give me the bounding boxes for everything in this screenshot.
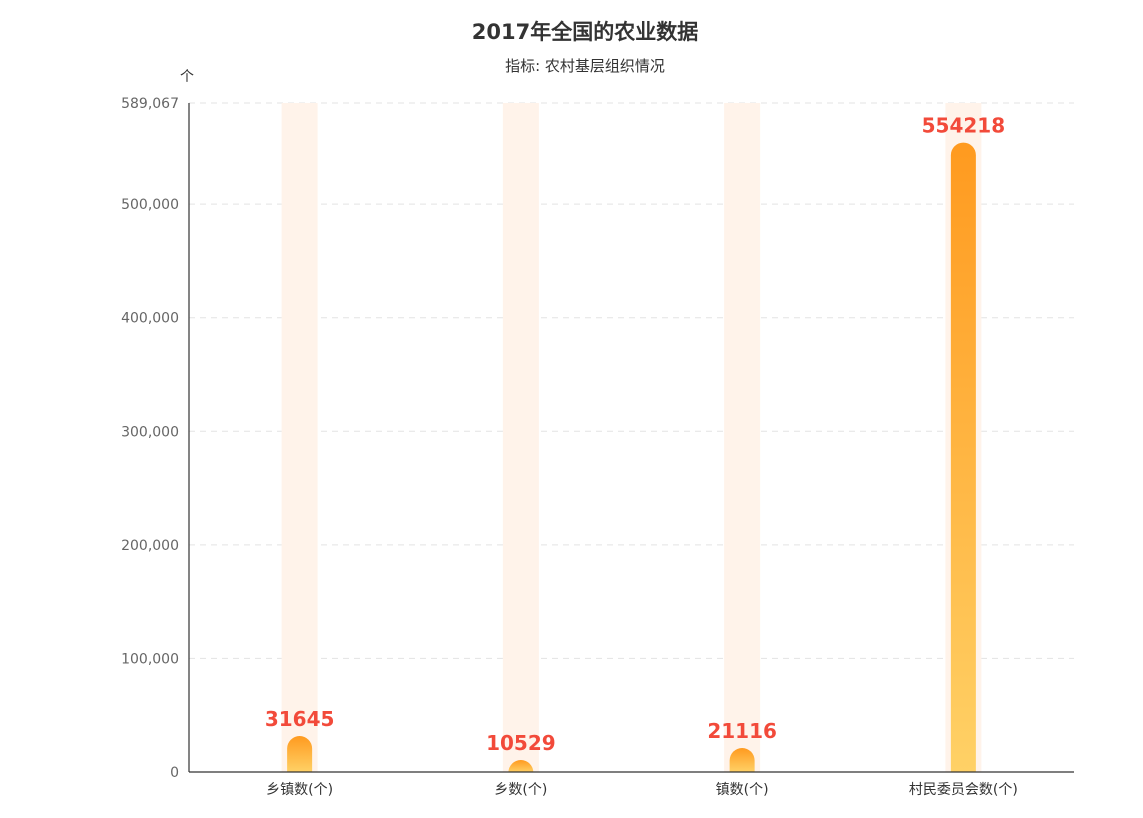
chart-title: 2017年全国的农业数据 bbox=[472, 20, 698, 44]
bar[interactable] bbox=[287, 736, 313, 772]
chart-subtitle: 指标: 农村基层组织情况 bbox=[505, 57, 665, 75]
bar-track bbox=[281, 103, 318, 772]
bar[interactable] bbox=[508, 760, 534, 773]
y-axis-ticks: 0 100,000 200,000 300,000 400,000 500,000 589,… bbox=[121, 96, 179, 781]
x-tick-label: 村民委员会数(个) bbox=[909, 782, 1018, 798]
bar-track bbox=[502, 103, 539, 772]
bars bbox=[287, 142, 976, 773]
bar-tracks bbox=[281, 103, 982, 772]
bar[interactable] bbox=[729, 748, 755, 772]
y-tick-label: 200,000 bbox=[121, 538, 179, 554]
x-tick-label: 乡镇数(个) bbox=[266, 782, 333, 798]
x-tick-label: 镇数(个) bbox=[716, 782, 769, 798]
x-tick-label: 乡数(个) bbox=[494, 782, 547, 798]
bar-value-label: 21116 bbox=[707, 719, 777, 743]
y-tick-label: 100,000 bbox=[121, 651, 179, 667]
bar-value-label: 554218 bbox=[922, 114, 1006, 138]
bar-value-label: 10529 bbox=[486, 731, 556, 755]
y-tick-label: 400,000 bbox=[121, 311, 179, 327]
y-tick-label: 500,000 bbox=[121, 197, 179, 213]
bar[interactable] bbox=[950, 142, 976, 772]
y-tick-label: 300,000 bbox=[121, 424, 179, 440]
grid-lines bbox=[189, 102, 1074, 659]
y-axis-unit: 个 bbox=[180, 69, 194, 85]
bar-track bbox=[724, 103, 761, 772]
y-tick-label: 589,067 bbox=[121, 96, 179, 112]
y-tick-label: 0 bbox=[170, 765, 179, 781]
x-axis-ticks: 乡镇数(个) 乡数(个) 镇数(个) 村民委员会数(个) bbox=[266, 782, 1018, 798]
value-labels: 31645 10529 21116 554218 bbox=[265, 114, 1005, 755]
bar-value-label: 31645 bbox=[265, 707, 335, 731]
